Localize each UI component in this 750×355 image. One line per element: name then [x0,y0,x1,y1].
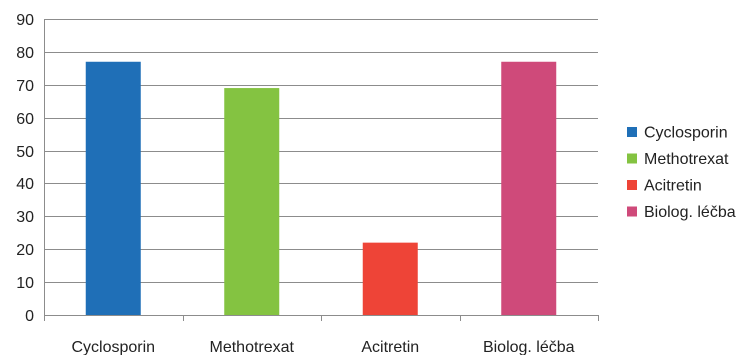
y-tick-label: 40 [16,176,34,193]
bar-4 [501,61,557,315]
bar-1 [85,61,141,315]
legend-swatch [627,206,637,217]
legend-label: Acitretin [644,178,702,195]
legend-label: Cyclosporin [644,125,728,142]
x-category-label: Biolog. léčba [483,339,575,355]
legend-label: Methotrexat [644,151,729,168]
legend-swatch [627,153,637,164]
y-axis-labels: 0 10 20 30 40 50 60 70 80 90 [16,12,34,325]
y-tick-label: 0 [25,308,34,325]
x-category-label: Methotrexat [210,339,295,355]
legend-swatch [627,127,637,137]
y-tick-label: 70 [16,78,34,95]
bar-3 [362,242,418,315]
y-tick-label: 90 [16,12,34,29]
bars [85,61,557,315]
legend-swatch [627,180,637,190]
y-tick-label: 80 [16,45,34,62]
x-axis: Cyclosporin Methotrexat Acitretin Biolog. l… [44,315,599,355]
y-tick-label: 20 [16,242,34,259]
bar-2 [224,88,280,315]
y-tick-label: 50 [16,144,34,161]
y-tick-label: 30 [16,209,34,226]
y-tick-label: 10 [16,275,34,292]
x-category-label: Acitretin [361,339,419,355]
x-category-label: Cyclosporin [71,339,155,355]
legend-label: Biolog. léčba [644,204,736,221]
y-tick-label: 60 [16,111,34,128]
legend: Cyclosporin Methotrexat Acitretin Biolog. l… [627,125,736,221]
